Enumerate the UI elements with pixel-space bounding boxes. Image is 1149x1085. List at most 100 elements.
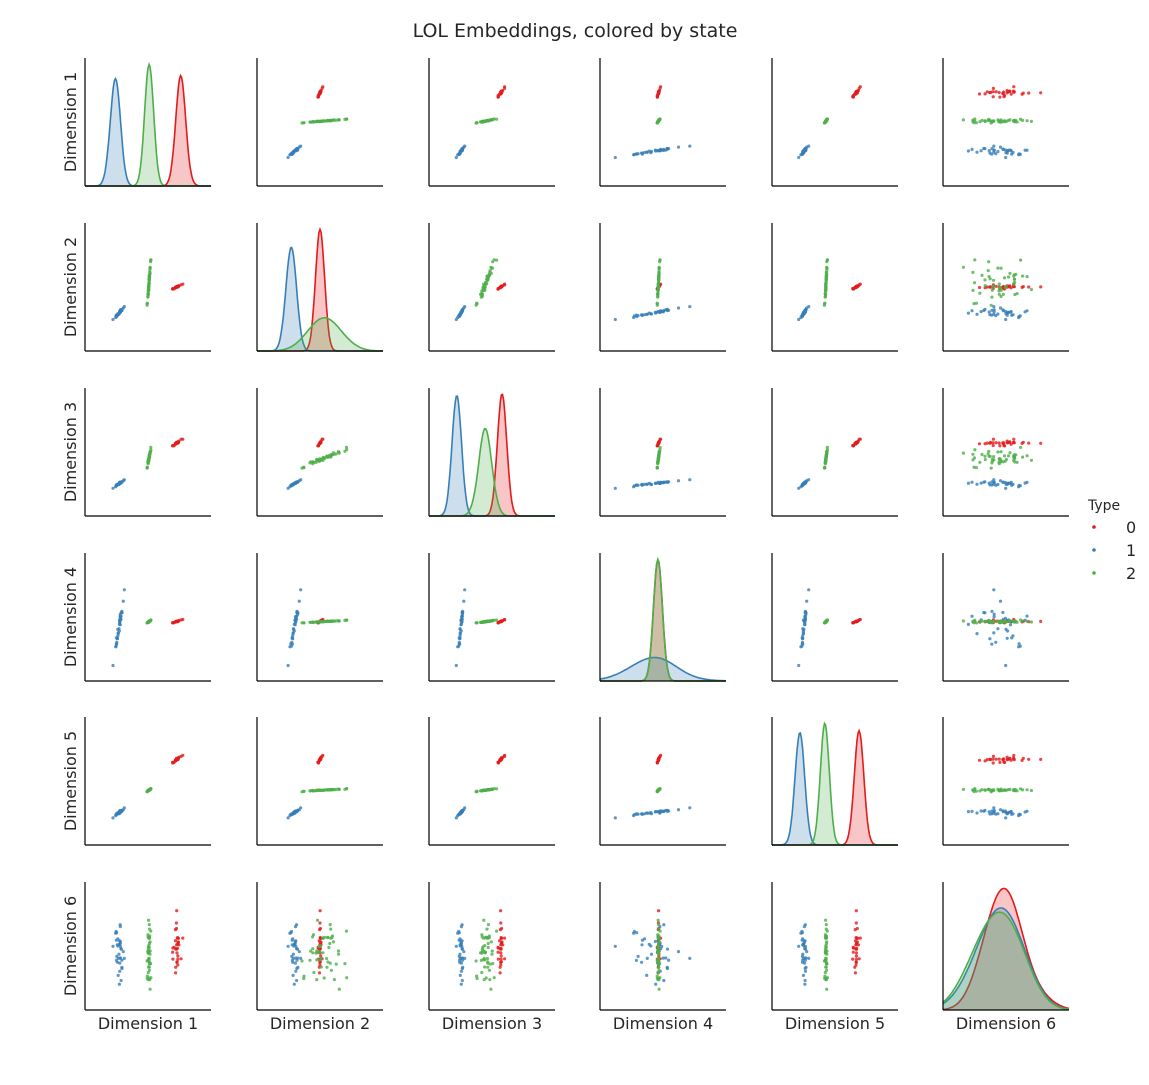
scatter-point-series-2 [311, 789, 315, 793]
scatter-point-series-1 [286, 486, 290, 490]
scatter-point-series-0 [1039, 441, 1043, 445]
scatter-point-series-2 [330, 453, 334, 457]
scatter-point-series-1 [613, 317, 617, 322]
panel-3-3 [428, 388, 555, 517]
scatter-point-series-2 [321, 951, 325, 955]
scatter-point-series-1 [116, 627, 120, 632]
scatter-point-series-2 [1004, 788, 1009, 792]
scatter-point-series-1 [1001, 147, 1005, 151]
scatter-point-series-0 [175, 909, 179, 913]
scatter-point-series-1 [290, 954, 294, 959]
scatter-point-series-1 [291, 812, 295, 816]
scatter-point-series-2 [336, 118, 341, 122]
scatter-point-series-1 [295, 978, 299, 983]
scatter-point-series-0 [171, 950, 175, 954]
scatter-point-series-2 [147, 273, 152, 277]
scatter-point-series-2 [147, 961, 152, 965]
scatter-point-series-2 [1029, 119, 1033, 123]
scatter-point-series-1 [983, 611, 987, 615]
scatter-point-series-1 [992, 612, 996, 616]
scatter-point-series-1 [970, 480, 974, 484]
scatter-point-series-0 [854, 620, 858, 624]
scatter-point-series-1 [992, 144, 996, 148]
panel-2-3 [428, 223, 555, 352]
scatter-point-series-2 [495, 618, 499, 622]
scatter-point-series-2 [145, 302, 149, 306]
scatter-point-series-1 [118, 969, 122, 973]
scatter-point-series-2 [483, 119, 487, 123]
scatter-point-series-0 [1009, 92, 1013, 96]
scatter-point-series-1 [665, 147, 670, 151]
scatter-point-series-0 [1001, 92, 1005, 96]
panel-1-4 [599, 58, 726, 187]
scatter-point-series-2 [986, 269, 990, 273]
scatter-point-series-1 [802, 627, 806, 632]
scatter-point-series-2 [1012, 277, 1017, 281]
scatter-point-series-1 [649, 151, 653, 155]
scatter-point-series-2 [1021, 274, 1025, 278]
scatter-point-series-0 [854, 957, 859, 961]
scatter-point-series-1 [801, 631, 805, 635]
scatter-point-series-1 [640, 313, 644, 317]
scatter-point-series-0 [854, 92, 858, 96]
legend-label-2: 2 [1126, 564, 1136, 583]
scatter-point-series-1 [1010, 636, 1014, 640]
scatter-point-series-0 [177, 943, 181, 947]
scatter-point-series-2 [997, 120, 1001, 124]
scatter-point-series-1 [635, 812, 639, 816]
scatter-point-series-1 [1004, 627, 1008, 632]
scatter-point-series-1 [970, 809, 974, 814]
scatter-point-series-1 [458, 960, 462, 964]
scatter-point-series-2 [490, 952, 494, 956]
scatter-point-series-1 [640, 483, 644, 487]
scatter-point-series-2 [490, 949, 494, 953]
scatter-point-series-0 [498, 939, 502, 943]
panel-2-6 [942, 223, 1069, 352]
scatter-point-series-1 [1017, 315, 1021, 319]
scatter-point-series-2 [337, 987, 341, 991]
scatter-point-series-2 [318, 950, 322, 954]
panel-4-5 [771, 553, 898, 682]
scatter-point-series-0 [317, 971, 322, 975]
scatter-point-series-2 [1008, 118, 1012, 122]
scatter-point-series-1 [804, 947, 808, 951]
scatter-point-series-1 [459, 982, 463, 986]
scatter-point-series-1 [454, 663, 458, 668]
scatter-point-series-1 [458, 637, 462, 641]
scatter-point-series-1 [797, 155, 801, 160]
scatter-point-series-2 [308, 958, 312, 962]
scatter-point-series-0 [1005, 439, 1009, 443]
scatter-point-series-1 [994, 483, 998, 487]
scatter-point-series-2 [656, 295, 660, 299]
scatter-point-series-0 [1039, 619, 1043, 624]
panel-5-2 [256, 717, 383, 846]
scatter-point-series-1 [1025, 148, 1029, 152]
scatter-point-series-1 [992, 148, 996, 152]
scatter-point-series-1 [111, 663, 115, 668]
scatter-point-series-1 [1001, 610, 1005, 615]
scatter-point-series-1 [295, 147, 300, 151]
scatter-point-series-1 [665, 308, 670, 312]
scatter-point-series-2 [990, 295, 994, 299]
scatter-point-series-2 [983, 457, 987, 462]
scatter-point-series-2 [658, 929, 662, 933]
scatter-point-series-1 [121, 950, 125, 954]
scatter-point-series-2 [149, 258, 153, 262]
scatter-point-series-1 [460, 147, 464, 151]
scatter-point-series-2 [302, 621, 306, 625]
scatter-point-series-2 [492, 976, 496, 980]
scatter-point-series-2 [655, 974, 659, 978]
scatter-point-series-2 [308, 620, 312, 624]
scatter-point-series-1 [462, 950, 466, 954]
scatter-point-series-1 [1018, 644, 1022, 648]
scatter-point-series-1 [119, 947, 123, 951]
scatter-point-series-2 [974, 466, 979, 470]
scatter-point-series-1 [289, 931, 293, 935]
scatter-point-series-2 [1019, 117, 1023, 121]
scatter-point-series-2 [990, 288, 994, 292]
scatter-point-series-2 [337, 952, 341, 956]
scatter-point-series-2 [824, 273, 829, 277]
scatter-point-series-1 [661, 809, 665, 814]
scatter-point-series-1 [458, 973, 462, 978]
scatter-point-series-1 [801, 960, 805, 964]
